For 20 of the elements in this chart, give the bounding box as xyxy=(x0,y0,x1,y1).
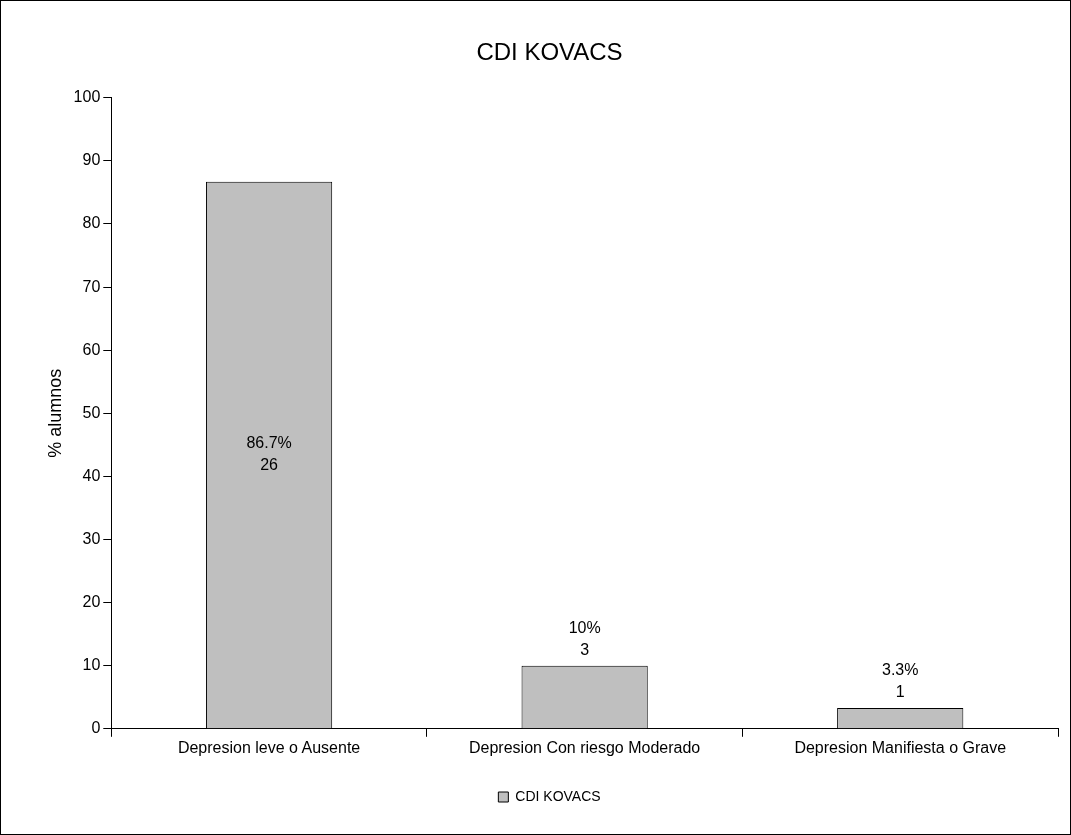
x-tick-label: Depresion leve o Ausente xyxy=(177,738,361,756)
legend-label: CDI KOVACS xyxy=(515,787,601,804)
y-tick-label: 10 xyxy=(82,656,101,674)
y-tick-label: 40 xyxy=(82,466,101,484)
y-tick-label: 60 xyxy=(82,340,101,358)
data-label: 10% 3 xyxy=(568,619,601,659)
chart-title: CDI KOVACS xyxy=(476,38,623,66)
y-tick-label: 100 xyxy=(73,88,101,106)
data-label: 86.7% 26 xyxy=(246,434,292,474)
y-tick-label: 50 xyxy=(82,403,101,421)
y-tick-label: 20 xyxy=(82,593,101,611)
data-label: 3.3% 1 xyxy=(881,661,919,701)
y-tick-label: 70 xyxy=(82,277,101,295)
y-tick-label: 90 xyxy=(82,151,101,169)
x-tick-label: Depresion Manifiesta o Grave xyxy=(794,738,1007,756)
y-tick-label: 30 xyxy=(82,529,101,547)
y-tick-label: 0 xyxy=(91,719,101,737)
y-axis-title: % alumnos xyxy=(44,368,65,458)
y-tick-label: 80 xyxy=(82,214,101,232)
x-tick-label: Depresion Con riesgo Moderado xyxy=(469,738,701,756)
